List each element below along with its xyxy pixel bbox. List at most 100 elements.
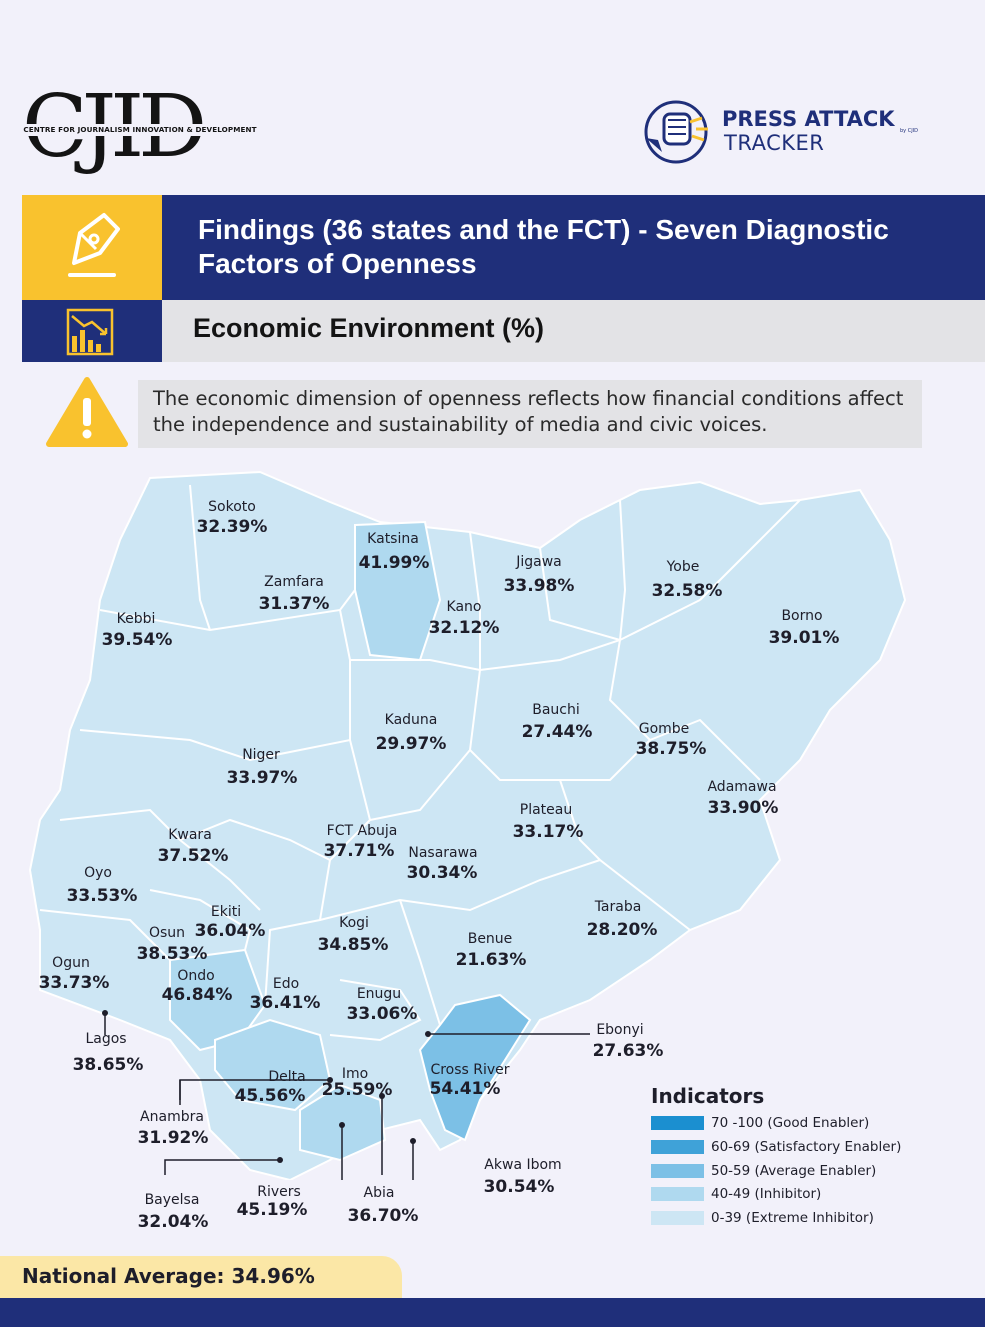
cjid-tagline: CENTRE FOR JOURNALISM INNOVATION & DEVEL… bbox=[18, 124, 262, 136]
note-box bbox=[138, 380, 922, 448]
state-value: 36.70% bbox=[347, 1206, 419, 1226]
state-value: 39.01% bbox=[768, 628, 840, 648]
state-name: Lagos bbox=[85, 1031, 127, 1047]
warning-icon bbox=[46, 377, 128, 447]
state-value: 41.99% bbox=[358, 553, 430, 573]
state-value: 33.06% bbox=[346, 1004, 418, 1024]
state-name: Ondo bbox=[177, 968, 215, 984]
state-name: Kaduna bbox=[384, 712, 438, 728]
state-value: 32.12% bbox=[428, 618, 500, 638]
state-value: 33.53% bbox=[66, 886, 138, 906]
state-value: 32.58% bbox=[651, 581, 723, 601]
state-value: 31.92% bbox=[137, 1128, 209, 1148]
legend-swatch bbox=[651, 1116, 704, 1130]
state-value: 34.85% bbox=[317, 935, 389, 955]
tracker-title: PRESS ATTACK bbox=[722, 107, 895, 131]
legend-swatch bbox=[651, 1187, 704, 1201]
legend-label: 40-49 (Inhibitor) bbox=[711, 1186, 822, 1202]
state-name: Nasarawa bbox=[408, 845, 478, 861]
state-value: 31.37% bbox=[258, 594, 330, 614]
state-value: 54.41% bbox=[429, 1079, 501, 1099]
state-name: Yobe bbox=[666, 559, 700, 575]
leader-lines bbox=[104, 1015, 590, 1180]
state-delta bbox=[214, 1018, 332, 1112]
state-value: 33.73% bbox=[38, 973, 110, 993]
pen-nib-icon bbox=[68, 213, 120, 277]
sub-band bbox=[162, 300, 985, 362]
state-name: Katsina bbox=[367, 531, 419, 547]
state-name: Edo bbox=[272, 976, 300, 992]
state-name: Oyo bbox=[84, 865, 112, 881]
state-name: Kogi bbox=[339, 915, 369, 931]
title-icon-box bbox=[22, 195, 162, 300]
state-value: 29.97% bbox=[375, 734, 447, 754]
legend-label: 70 -100 (Good Enabler) bbox=[711, 1115, 870, 1131]
state-name: Akwa Ibom bbox=[484, 1157, 562, 1173]
state-value: 33.90% bbox=[707, 798, 779, 818]
state-name: Jigawa bbox=[516, 554, 562, 570]
state-name: Zamfara bbox=[264, 574, 324, 590]
state-name: Bayelsa bbox=[144, 1192, 200, 1208]
national-average-box bbox=[0, 1256, 402, 1298]
leader-dots bbox=[102, 1010, 431, 1163]
state-name: Imo bbox=[341, 1066, 369, 1082]
state-name: Sokoto bbox=[208, 499, 256, 515]
state-name: FCT Abuja bbox=[326, 823, 398, 839]
state-name: Osun bbox=[148, 925, 186, 941]
declining-chart-icon bbox=[66, 308, 114, 356]
state-value: 39.54% bbox=[101, 630, 173, 650]
state-name: Adamawa bbox=[707, 779, 777, 795]
legend-swatch bbox=[651, 1140, 704, 1154]
state-value: 33.17% bbox=[512, 822, 584, 842]
state-value: 32.39% bbox=[196, 517, 268, 537]
legend-label: 50-59 (Average Enabler) bbox=[711, 1163, 877, 1179]
state-value: 25.59% bbox=[321, 1080, 393, 1100]
fist-emblem-icon bbox=[644, 100, 708, 164]
note-text: The economic dimension of openness refle… bbox=[153, 387, 904, 436]
state-value: 33.97% bbox=[226, 768, 298, 788]
legend-swatch bbox=[651, 1164, 704, 1178]
state-value: 37.52% bbox=[157, 846, 229, 866]
state-name: Abia bbox=[363, 1185, 395, 1201]
state-name: Benue bbox=[467, 931, 513, 947]
state-borders bbox=[39, 484, 801, 1042]
section-title: Economic Environment (%) bbox=[193, 313, 545, 343]
state-name: Niger bbox=[242, 747, 280, 763]
state-name: Borno bbox=[781, 608, 823, 624]
state-cross-river bbox=[418, 993, 532, 1142]
state-value: 30.34% bbox=[406, 863, 478, 883]
legend-title: Indicators bbox=[651, 1084, 765, 1108]
state-name: Cross River bbox=[430, 1062, 510, 1078]
state-value: 27.63% bbox=[592, 1041, 664, 1061]
state-value: 36.04% bbox=[194, 921, 266, 941]
state-value: 46.84% bbox=[161, 985, 233, 1005]
state-value: 45.56% bbox=[234, 1086, 306, 1106]
state-name: Kano bbox=[446, 599, 482, 615]
state-value: 38.65% bbox=[72, 1055, 144, 1075]
legend-label: 0-39 (Extreme Inhibitor) bbox=[711, 1210, 874, 1226]
state-name: Kebbi bbox=[116, 611, 156, 627]
state-name: Ebonyi bbox=[596, 1022, 644, 1038]
state-value: 21.63% bbox=[455, 950, 527, 970]
state-value: 38.53% bbox=[136, 944, 208, 964]
page-title: Findings (36 states and the FCT) - Seven… bbox=[198, 214, 889, 279]
state-name: Gombe bbox=[638, 721, 690, 737]
state-name: Ekiti bbox=[210, 904, 242, 920]
legend-label: 60-69 (Satisfactory Enabler) bbox=[711, 1139, 902, 1155]
state-name: Kwara bbox=[168, 827, 212, 843]
state-value: 37.71% bbox=[323, 841, 395, 861]
title-band bbox=[162, 195, 985, 300]
nigeria-map bbox=[28, 470, 907, 1180]
state-value: 32.04% bbox=[137, 1212, 209, 1232]
state-name: Ogun bbox=[52, 955, 90, 971]
tracker-by: by CJID bbox=[900, 128, 919, 134]
state-name: Plateau bbox=[519, 802, 573, 818]
state-value: 36.41% bbox=[249, 993, 321, 1013]
state-name: Delta bbox=[268, 1069, 306, 1085]
state-value: 33.98% bbox=[503, 576, 575, 596]
state-value: 45.19% bbox=[236, 1200, 308, 1220]
state-name: Taraba bbox=[594, 899, 642, 915]
legend-swatch bbox=[651, 1211, 704, 1225]
sub-icon-box bbox=[22, 300, 162, 362]
national-average: National Average: 34.96% bbox=[22, 1264, 315, 1288]
